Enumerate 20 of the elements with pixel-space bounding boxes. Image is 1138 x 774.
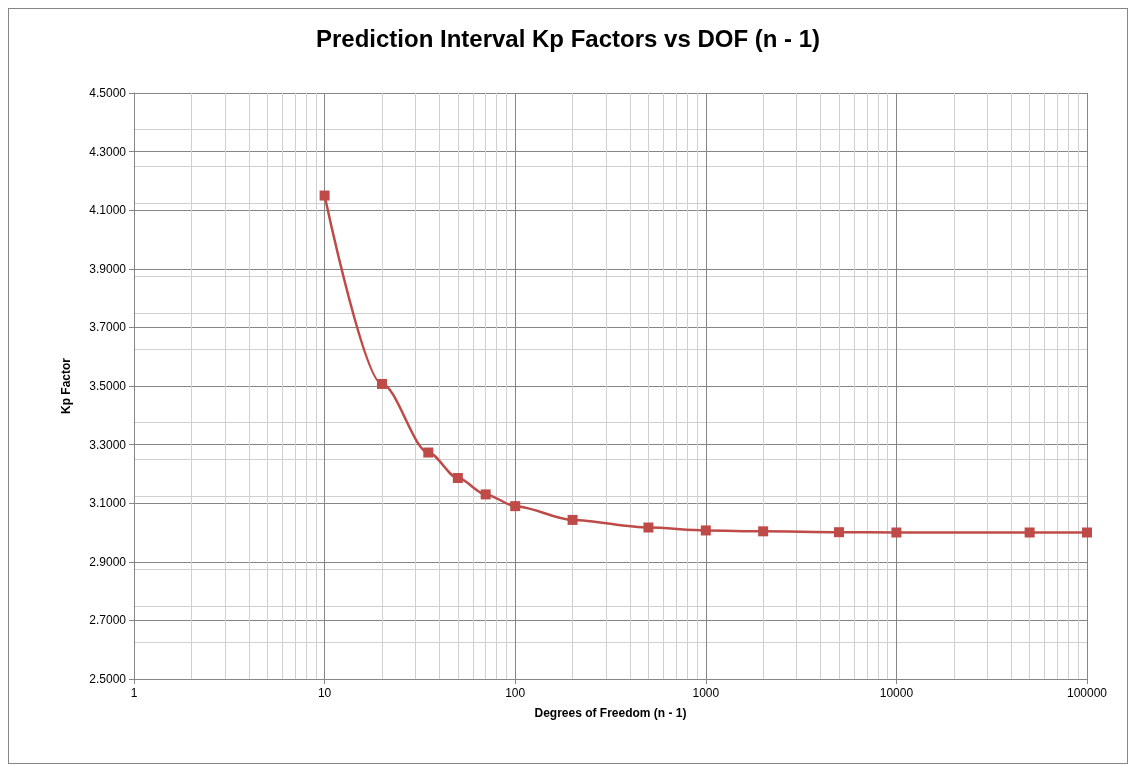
y-tick-label: 2.7000 xyxy=(89,613,127,628)
x-axis-title: Degrees of Freedom (n - 1) xyxy=(534,706,687,720)
y-tick-label: 3.3000 xyxy=(89,437,127,452)
y-tick-label: 3.5000 xyxy=(89,379,127,393)
x-tick-label: 100 xyxy=(505,686,526,700)
y-tick-label: 4.1000 xyxy=(89,203,127,218)
y-tick-label: 4.5000 xyxy=(89,86,127,100)
y-tick-label: 2.5000 xyxy=(89,672,127,686)
x-tick-label: 1 xyxy=(130,686,138,700)
y-tick-label: 3.1000 xyxy=(89,496,127,511)
y-axis-title: Kp Factor xyxy=(59,357,73,415)
x-tick-label: 1000 xyxy=(692,686,720,700)
x-tick-label: 10000 xyxy=(879,686,914,700)
x-tick-label: 10 xyxy=(317,686,332,700)
chart-title: Prediction Interval Kp Factors vs DOF (n - 1) xyxy=(315,24,821,52)
y-tick-label: 3.7000 xyxy=(89,320,127,335)
x-tick-label: 100000 xyxy=(1066,686,1108,700)
y-tick-label: 4.3000 xyxy=(89,144,127,159)
y-tick-label: 3.9000 xyxy=(89,261,127,276)
y-tick-label: 2.9000 xyxy=(89,554,127,569)
